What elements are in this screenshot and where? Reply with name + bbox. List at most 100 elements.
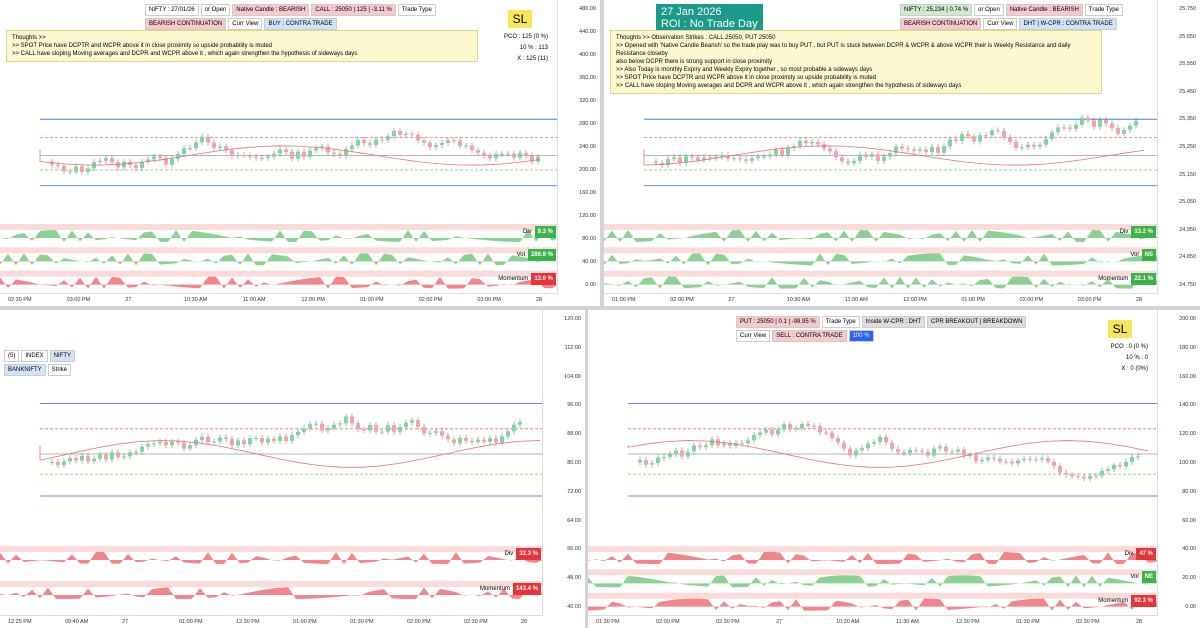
candle bbox=[350, 145, 354, 150]
candle bbox=[296, 431, 300, 436]
candle bbox=[1136, 456, 1140, 458]
time-label: 10:30 AM bbox=[836, 619, 860, 625]
candle bbox=[422, 426, 426, 434]
chart-panel: Div 13.2 % Vol NS Momentum 22.1 % 25,750 25,650… bbox=[604, 0, 1200, 306]
indicator-readout: Momentum 22.1 % bbox=[1098, 272, 1156, 285]
price-label: 440.00 bbox=[579, 29, 596, 35]
candle bbox=[50, 461, 54, 463]
indicator-band bbox=[0, 270, 558, 277]
candle bbox=[452, 140, 456, 142]
candle bbox=[972, 136, 976, 142]
chart-panel: Div 32.3 % Momentum 143.4 % 120.00 112.00 104.… bbox=[0, 310, 585, 628]
candle bbox=[302, 151, 306, 157]
header-chip: Strike bbox=[47, 364, 72, 376]
candle bbox=[686, 451, 690, 457]
candle bbox=[1008, 137, 1012, 142]
thought-line: Thoughts >> bbox=[12, 35, 46, 41]
title-line: 27 Jan 2026 bbox=[661, 6, 722, 18]
price-label: 25,750 bbox=[1179, 6, 1196, 12]
candle bbox=[992, 457, 996, 459]
candle bbox=[344, 416, 348, 424]
candle bbox=[708, 157, 712, 159]
candle bbox=[1092, 120, 1096, 127]
price-label: 25,150 bbox=[1179, 171, 1196, 178]
candle bbox=[212, 441, 216, 443]
candle bbox=[74, 166, 78, 172]
header-chip: BEARISH CONTINUATION bbox=[900, 18, 982, 30]
thoughts-box: Thoughts >> Observation Strikes : CALL 2… bbox=[610, 30, 1102, 94]
header-chip: CPR BREAKOUT | BREAKDOWN bbox=[926, 316, 1027, 328]
price-chart bbox=[0, 403, 543, 599]
price-label: 40.00 bbox=[582, 259, 596, 265]
candle bbox=[452, 439, 456, 444]
candle bbox=[774, 149, 778, 155]
indicator-band bbox=[604, 247, 1158, 254]
time-label: 09:40 AM bbox=[65, 619, 89, 625]
candle bbox=[1106, 469, 1110, 471]
candle bbox=[890, 442, 894, 449]
candle bbox=[728, 443, 732, 446]
candle bbox=[1062, 127, 1066, 129]
time-label: 01:00 PM bbox=[612, 297, 636, 303]
candle bbox=[278, 436, 282, 441]
thought-line: >> SPOT Price have DCPTR and WCPR above … bbox=[616, 75, 876, 81]
candle bbox=[692, 445, 696, 452]
candle bbox=[860, 448, 864, 451]
candle bbox=[704, 445, 708, 448]
candle bbox=[146, 159, 150, 162]
time-label: 01:00 PM bbox=[179, 619, 203, 625]
candle bbox=[218, 437, 222, 442]
price-label: 24,750 bbox=[1179, 282, 1196, 288]
candle bbox=[878, 436, 882, 443]
indicator-area bbox=[0, 276, 558, 289]
indicator-readout: Div 32.3 % bbox=[505, 548, 541, 560]
candle bbox=[410, 133, 414, 135]
indicator-readout: Vol NS bbox=[1130, 249, 1156, 262]
indicator-value: 9.3 % bbox=[534, 226, 556, 238]
time-label: 02:00 PM bbox=[407, 619, 431, 625]
candle bbox=[386, 136, 390, 140]
candle bbox=[512, 424, 516, 432]
price-label: 80.00 bbox=[1182, 488, 1196, 495]
candle bbox=[116, 452, 120, 458]
price-label: 40.00 bbox=[1182, 546, 1196, 553]
time-label: 01:00 PM bbox=[293, 619, 317, 625]
candle bbox=[966, 134, 970, 137]
candle bbox=[854, 450, 858, 456]
price-label: 320.00 bbox=[579, 98, 596, 104]
candle bbox=[320, 146, 324, 149]
time-label: 03:00 PM bbox=[477, 297, 501, 303]
indicator-band bbox=[0, 581, 543, 587]
candle bbox=[978, 135, 982, 142]
price-label: 56.00 bbox=[567, 546, 581, 553]
candle bbox=[170, 441, 174, 446]
candle bbox=[410, 420, 414, 423]
candle bbox=[338, 423, 342, 425]
time-label: 28 bbox=[536, 297, 543, 303]
indicator-area bbox=[588, 598, 1158, 611]
time-label: 12:30 PM bbox=[236, 619, 260, 625]
candle bbox=[644, 460, 648, 465]
candle bbox=[858, 154, 862, 162]
sl-badge: SL bbox=[1108, 320, 1132, 338]
time-label: 11:30 AM bbox=[896, 619, 919, 625]
candle bbox=[536, 156, 540, 162]
time-label: 27 bbox=[776, 619, 783, 625]
candle bbox=[338, 153, 342, 157]
time-label: 28 bbox=[521, 619, 528, 625]
candle bbox=[140, 446, 144, 452]
indicator-area bbox=[604, 253, 1158, 266]
candle bbox=[866, 443, 870, 449]
time-label: 28 bbox=[1136, 297, 1143, 303]
candle bbox=[188, 445, 192, 449]
stat-line: 10 % : 113 bbox=[519, 45, 548, 51]
candle bbox=[56, 461, 60, 466]
time-label: 27 bbox=[728, 297, 735, 303]
price-label: 280.00 bbox=[579, 121, 596, 127]
candle bbox=[308, 423, 312, 429]
indicator-label: Div bbox=[522, 229, 532, 235]
candle bbox=[314, 423, 318, 425]
candle bbox=[672, 157, 676, 159]
candle bbox=[98, 454, 102, 459]
candle bbox=[182, 442, 186, 449]
